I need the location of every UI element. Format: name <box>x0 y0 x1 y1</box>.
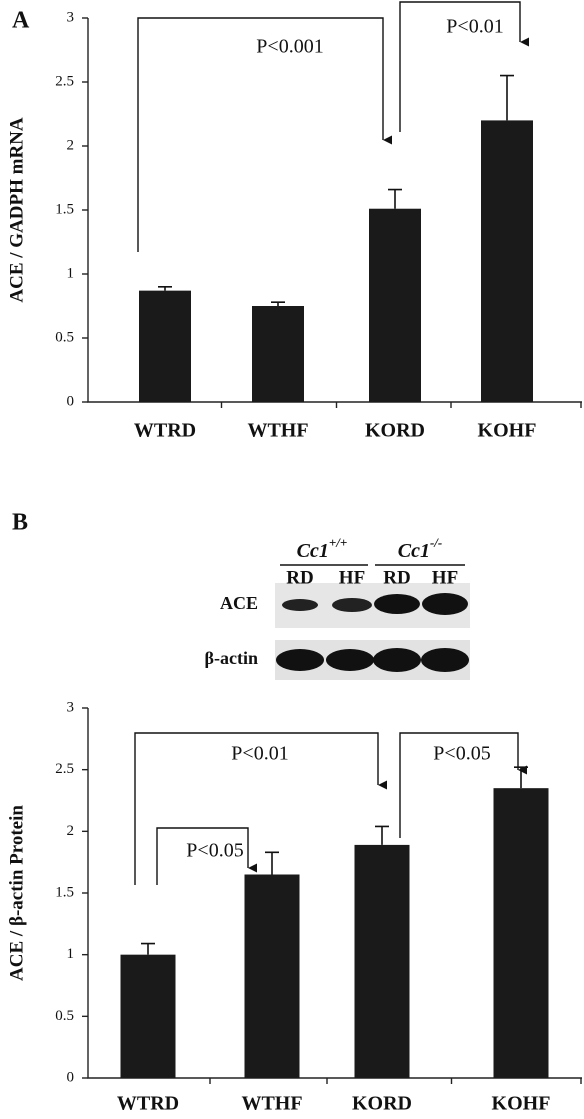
error-bar <box>271 301 285 306</box>
x-tick-label: KOHF <box>492 1093 551 1115</box>
bar <box>493 788 549 1078</box>
error-bar <box>514 766 528 789</box>
y-tick-label: 3 <box>67 699 75 715</box>
panel-label: A <box>12 8 30 34</box>
y-tick-label: 1 <box>67 265 75 281</box>
y-tick-label: 2 <box>67 823 75 839</box>
significance-bracket <box>399 1 529 132</box>
p-value: P<0.01 <box>446 16 503 38</box>
y-tick-label: 2.5 <box>55 73 74 89</box>
lane-label: HF <box>432 567 458 588</box>
error-bar <box>500 74 514 121</box>
genotype-label: Cc1-/- <box>398 535 443 562</box>
significance-bracket <box>137 17 392 252</box>
y-tick-label: 1 <box>67 946 75 962</box>
lane-label: HF <box>339 567 365 588</box>
blot-row-label: ACE <box>220 593 258 613</box>
y-tick-label: 0.5 <box>55 329 74 345</box>
y-axis-label: ACE / β-actin Protein <box>6 805 27 981</box>
x-tick-label: KOHF <box>478 420 537 442</box>
significance-bracket <box>156 827 257 885</box>
genotype: Cc1 <box>297 540 329 562</box>
y-tick-label: 2 <box>67 137 75 153</box>
genotype-label: Cc1+/+ <box>297 535 348 562</box>
genotype: Cc1 <box>398 540 430 562</box>
x-tick-label: KORD <box>365 420 425 442</box>
error-bar <box>388 188 402 209</box>
error-bar <box>141 942 155 955</box>
error-bar <box>265 851 279 875</box>
p-value: P<0.05 <box>186 840 243 862</box>
lane-label: RD <box>383 567 410 588</box>
bar <box>244 874 300 1078</box>
bar <box>354 844 410 1078</box>
error-bar <box>375 825 389 845</box>
error-bar <box>158 286 172 291</box>
bar <box>369 208 421 402</box>
genotype-sup: -/- <box>430 535 442 550</box>
x-tick-label: WTRD <box>117 1093 179 1115</box>
bar <box>139 290 191 402</box>
x-tick-label: WTRD <box>134 420 196 442</box>
y-tick-label: 1.5 <box>55 884 74 900</box>
significance-bracket <box>399 732 527 838</box>
blot-row-label: β-actin <box>205 648 258 668</box>
panel-label: B <box>12 510 28 536</box>
bar <box>120 954 176 1078</box>
y-tick-label: 2.5 <box>55 761 74 777</box>
significance-bracket <box>134 732 387 885</box>
y-tick-label: 1.5 <box>55 201 74 217</box>
y-tick-label: 0 <box>67 393 75 409</box>
blot-image <box>275 564 470 680</box>
bar <box>481 120 533 403</box>
lane-label: RD <box>286 567 313 588</box>
x-tick-label: WTHF <box>247 420 308 442</box>
bar <box>252 306 304 402</box>
y-tick-label: 0 <box>67 1069 75 1085</box>
p-value: P<0.01 <box>231 743 288 765</box>
x-tick-label: WTHF <box>241 1093 302 1115</box>
y-tick-label: 0.5 <box>55 1008 74 1024</box>
y-axis-label: ACE / GADPH mRNA <box>6 117 27 303</box>
p-value: P<0.05 <box>433 743 490 765</box>
p-value: P<0.001 <box>256 36 323 58</box>
genotype-sup: +/+ <box>329 535 347 550</box>
x-tick-label: KORD <box>352 1093 412 1115</box>
y-tick-label: 3 <box>67 9 75 25</box>
